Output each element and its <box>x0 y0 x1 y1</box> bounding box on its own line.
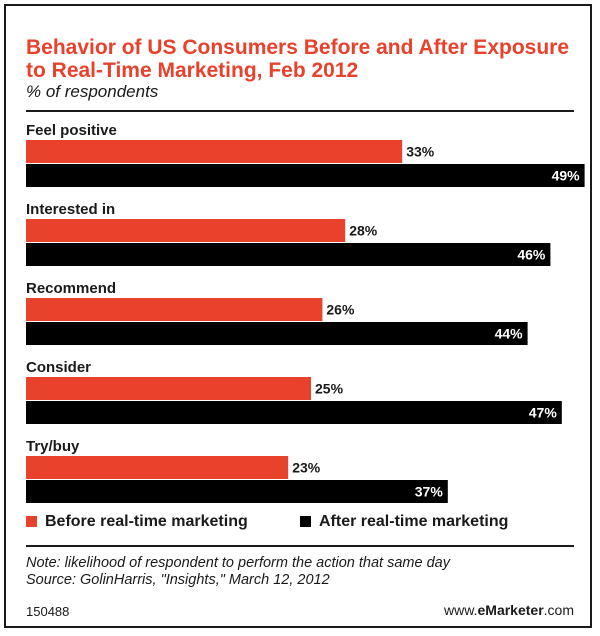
brand-suffix: .com <box>543 602 574 618</box>
bar-before <box>26 219 346 242</box>
bar-after <box>26 164 585 187</box>
footnote: Note: likelihood of respondent to perfor… <box>26 555 450 589</box>
value-label-before: 28% <box>349 223 378 239</box>
value-label-before: 26% <box>326 302 355 318</box>
category-label: Consider <box>26 359 91 376</box>
legend-label-after: After real-time marketing <box>319 513 509 530</box>
note-text: Note: likelihood of respondent to perfor… <box>26 555 450 571</box>
category-label: Interested in <box>26 201 115 218</box>
value-label-after: 46% <box>517 247 546 263</box>
bottom-rule <box>26 545 574 547</box>
bar-after <box>26 243 551 266</box>
bar-after <box>26 322 528 345</box>
value-label-after: 37% <box>415 484 444 500</box>
legend-swatch-before <box>26 516 37 527</box>
legend-item-after: After real-time marketing <box>300 513 508 531</box>
top-rule <box>26 110 574 112</box>
category-label: Feel positive <box>26 122 117 139</box>
brand-name: eMarketer <box>477 602 544 618</box>
value-label-after: 49% <box>552 168 581 184</box>
value-label-after: 47% <box>529 405 558 421</box>
value-label-before: 25% <box>315 381 344 397</box>
chart-subtitle: % of respondents <box>26 82 159 101</box>
legend-swatch-after <box>300 516 311 527</box>
source-text: Source: GolinHarris, "Insights," March 1… <box>26 572 330 588</box>
value-label-before: 33% <box>406 144 435 160</box>
brand-url: www.eMarketer.com <box>444 602 574 618</box>
bar-after <box>26 401 562 424</box>
category-label: Try/buy <box>26 438 80 455</box>
legend-item-before: Before real-time marketing <box>26 513 248 531</box>
brand-prefix: www. <box>444 602 478 618</box>
bar-before <box>26 377 311 400</box>
value-label-after: 44% <box>495 326 524 342</box>
bar-before <box>26 456 289 479</box>
bar-before <box>26 140 403 163</box>
bar-before <box>26 298 323 321</box>
chart-id: 150488 <box>26 604 70 619</box>
legend-label-before: Before real-time marketing <box>45 513 248 530</box>
bar-after <box>26 480 448 503</box>
chart-title: Behavior of US Consumers Before and Afte… <box>26 36 570 82</box>
value-label-before: 23% <box>292 460 321 476</box>
category-label: Recommend <box>26 280 116 297</box>
